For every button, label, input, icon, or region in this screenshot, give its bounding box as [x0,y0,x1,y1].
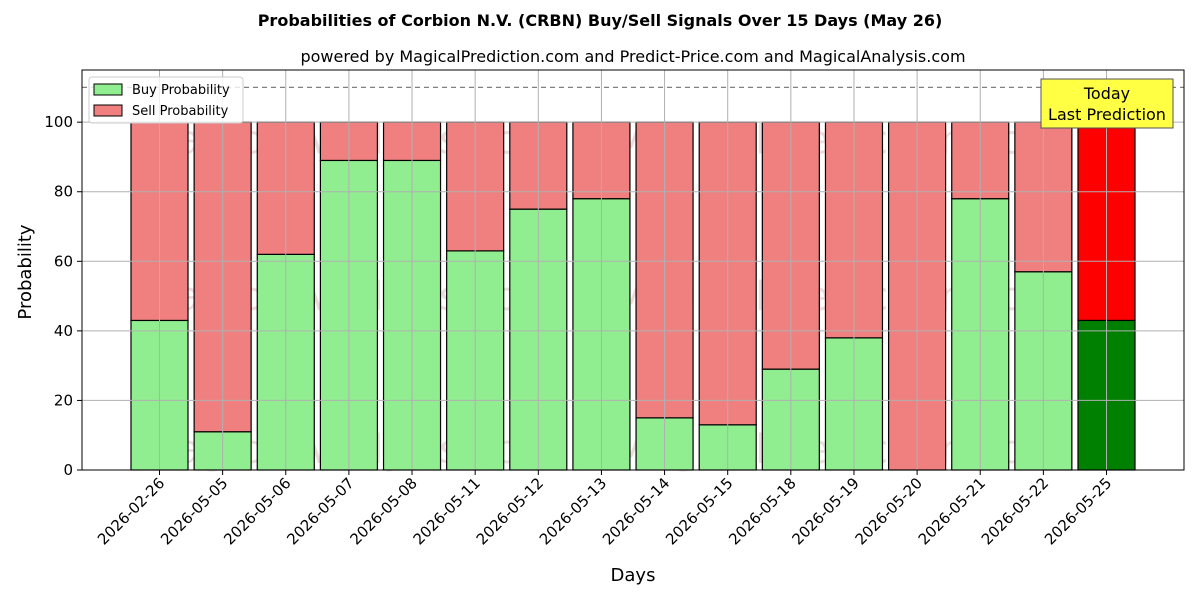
legend-swatch [93,104,123,117]
y-tick-label: 100 [44,113,73,131]
y-tick-label: 20 [54,391,73,409]
y-tick-label: 80 [54,183,73,201]
plot-frame [81,69,1185,471]
legend-label: Sell Probability [132,104,229,119]
y-tick-label: 0 [63,461,73,479]
y-axis-label: Probability [15,224,36,319]
x-axis-label: Days [611,565,656,586]
legend-swatch [93,83,123,96]
y-tick-label: 60 [54,252,73,270]
legend: Buy Probability Sell Probability [88,76,244,124]
grid-layer [82,70,1184,471]
annotation-line-2: Last Prediction [1048,105,1166,124]
legend-box [88,76,244,124]
legend-label: Buy Probability [132,83,230,98]
today-annotation: Today Last Prediction [1040,78,1174,129]
annotation-line-1: Today [1083,84,1130,103]
chart-title: Probabilities of Corbion N.V. (CRBN) Buy… [258,11,943,30]
chart-subtitle: powered by MagicalPrediction.com and Pre… [300,47,965,66]
y-tick-label: 40 [54,322,73,340]
annotation-box [1040,78,1174,129]
